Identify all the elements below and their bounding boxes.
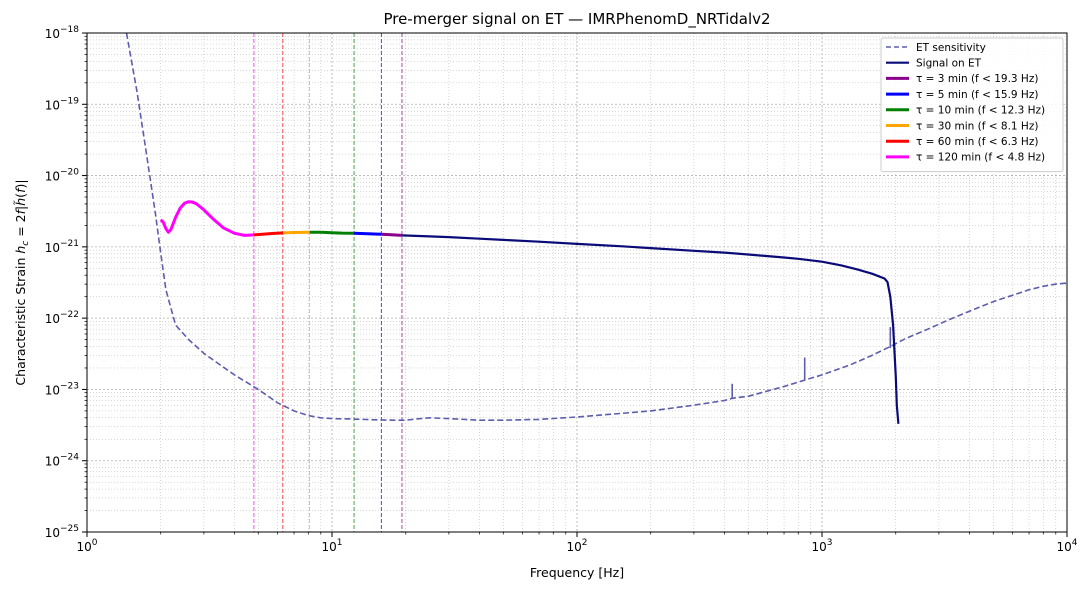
- legend-label: τ = 60 min (f < 6.3 Hz): [916, 136, 1038, 148]
- y-tick-label: 10−18: [45, 25, 80, 41]
- series-line-2: [381, 232, 403, 237]
- legend-label: τ = 10 min (f < 12.3 Hz): [916, 105, 1045, 117]
- x-axis-label: Frequency [Hz]: [530, 565, 624, 580]
- cutoff-lines: [253, 33, 403, 532]
- series-group: [125, 33, 1067, 424]
- x-tick-label: 101: [321, 538, 342, 554]
- series-line-6: [253, 231, 283, 237]
- y-tick-label: 10−23: [45, 381, 79, 397]
- y-axis-label: Characteristic Strain hc = 2f|h̃(f)|: [13, 179, 31, 385]
- y-tick-label: 10−19: [45, 96, 80, 112]
- y-tick-label: 10−24: [45, 453, 80, 469]
- x-tick-label: 102: [566, 538, 587, 554]
- series-line-5: [282, 230, 310, 235]
- series-line-7: [159, 200, 254, 237]
- legend-label: τ = 5 min (f < 15.9 Hz): [916, 89, 1038, 101]
- legend-label: τ = 120 min (f < 4.8 Hz): [916, 152, 1045, 164]
- series-line-4: [309, 230, 355, 235]
- legend-label: Signal on ET: [916, 58, 982, 70]
- y-tick-label: 10−22: [45, 310, 79, 326]
- chart-title: Pre-merger signal on ET — IMRPhenomD_NRT…: [383, 10, 770, 29]
- legend: ET sensitivity Signal on ET τ = 3 min (f <…: [880, 37, 1064, 173]
- legend-label: ET sensitivity: [916, 42, 986, 54]
- y-tick-label: 10−25: [45, 524, 79, 540]
- ticks: 100 101 102 103 104 10−25 10−24 10−23 10−22 10−21…: [45, 25, 1078, 554]
- series-line-0: [125, 33, 1067, 421]
- x-tick-label: 100: [76, 538, 97, 554]
- x-tick-label: 103: [811, 538, 832, 554]
- legend-label: τ = 3 min (f < 19.3 Hz): [916, 73, 1038, 85]
- x-tick-label: 104: [1056, 538, 1077, 554]
- y-tick-label: 10−21: [45, 239, 79, 255]
- series-line-3: [353, 231, 382, 236]
- series-line-1: [401, 234, 900, 424]
- legend-label: τ = 30 min (f < 8.1 Hz): [916, 120, 1038, 132]
- y-axis-label-text: Characteristic Strain: [13, 258, 28, 386]
- y-tick-label: 10−20: [45, 168, 80, 184]
- legend-box: [880, 37, 1064, 173]
